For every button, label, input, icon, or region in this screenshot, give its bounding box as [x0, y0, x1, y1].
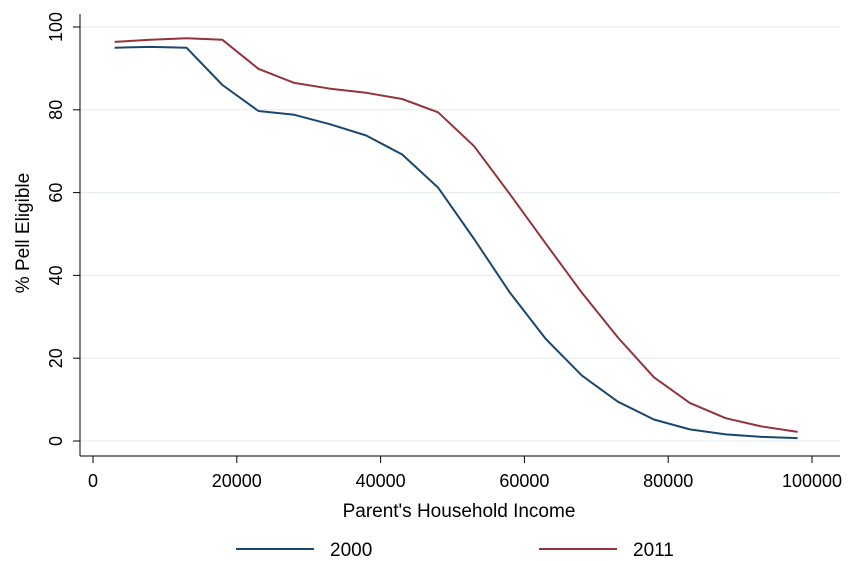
- legend-label-2011: 2011: [633, 540, 674, 561]
- x-axis-title: Parent's Household Income: [343, 501, 576, 522]
- series-lines: [114, 37, 798, 440]
- axes: [73, 14, 840, 463]
- x-tick-label-3: 60000: [499, 471, 549, 491]
- x-tick-label-0: 0: [88, 471, 98, 491]
- y-tick-label-5: 100: [46, 12, 66, 42]
- y-tick-label-0: 0: [46, 436, 66, 446]
- x-tick-label-4: 80000: [643, 471, 693, 491]
- y-tick-label-3: 60: [46, 183, 66, 203]
- y-tick-label-1: 20: [46, 348, 66, 368]
- x-tick-label-1: 20000: [212, 471, 262, 491]
- y-tick-label-4: 80: [46, 100, 66, 120]
- y-axis-title: % Pell Eligible: [13, 173, 34, 293]
- legend: 2000 2011: [236, 540, 674, 561]
- gridlines: [80, 26, 840, 442]
- x-tick-label-2: 40000: [356, 471, 406, 491]
- y-tick-label-2: 40: [46, 265, 66, 285]
- legend-label-2000: 2000: [330, 540, 372, 561]
- series-line-2011: [114, 37, 798, 433]
- tick-labels: 0 20 40 60 80 100 0 20000 40000 60000 80000 100000: [46, 12, 842, 491]
- x-tick-label-5: 100000: [782, 471, 842, 491]
- series-line-2000: [114, 45, 798, 440]
